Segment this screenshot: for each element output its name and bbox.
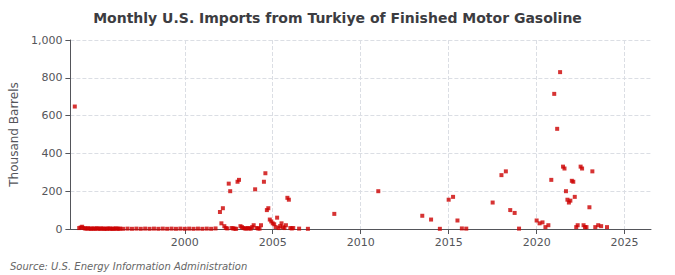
svg-text:Source: U.S. Energy Informatio: Source: U.S. Energy Information Administ… [10,261,247,272]
svg-text:0: 0 [55,223,62,236]
svg-text:2005: 2005 [259,236,287,249]
svg-text:2025: 2025 [611,236,639,249]
svg-text:2015: 2015 [435,236,463,249]
svg-text:1,000: 1,000 [31,34,63,47]
svg-text:400: 400 [41,147,62,160]
svg-text:600: 600 [41,109,62,122]
svg-text:2000: 2000 [171,236,199,249]
svg-text:2010: 2010 [347,236,375,249]
svg-text:Thousand Barrels: Thousand Barrels [7,82,21,187]
svg-text:800: 800 [41,71,62,84]
svg-text:200: 200 [41,185,62,198]
svg-text:Monthly U.S. Imports from Turk: Monthly U.S. Imports from Turkiye of Fin… [93,10,582,26]
svg-text:2020: 2020 [523,236,551,249]
